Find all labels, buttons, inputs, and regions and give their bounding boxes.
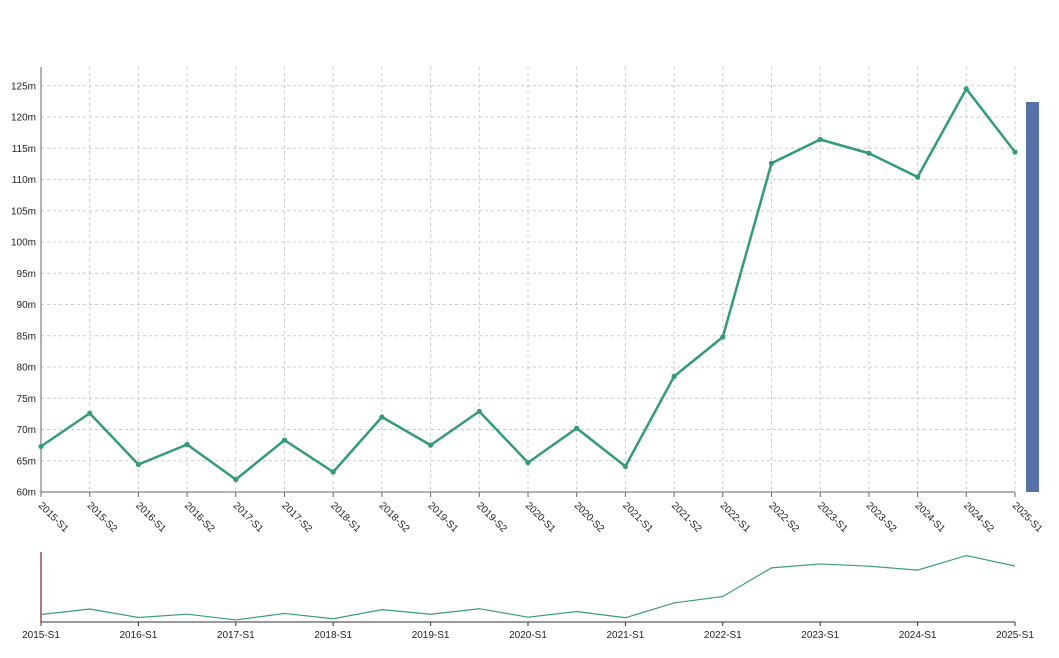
- y-tick-label: 60m: [17, 488, 36, 499]
- navigator-tick-label: 2024-S1: [899, 630, 937, 641]
- x-tick-label: 2019-S2: [474, 500, 509, 535]
- vertical-scrollbar[interactable]: [1026, 102, 1039, 492]
- grid: [40, 67, 1016, 492]
- data-point[interactable]: [963, 86, 969, 92]
- data-point[interactable]: [330, 469, 336, 475]
- data-point[interactable]: [87, 410, 93, 416]
- axes: [40, 67, 1016, 497]
- x-tick-label: 2015-S2: [85, 500, 120, 535]
- x-tick-label: 2024-S2: [961, 500, 996, 535]
- x-tick-label: 2022-S1: [718, 500, 753, 535]
- x-tick-label: 2021-S1: [620, 500, 655, 535]
- y-tick-label: 115m: [12, 144, 36, 155]
- x-tick-label: 2022-S2: [766, 500, 801, 535]
- data-point[interactable]: [476, 408, 482, 414]
- y-tick-label: 90m: [17, 300, 36, 311]
- x-tick-label: 2016-S1: [133, 500, 168, 535]
- y-tick-label: 80m: [17, 363, 36, 374]
- navigator-tick-label: 2023-S1: [801, 630, 839, 641]
- y-tick-label: 110m: [12, 175, 36, 186]
- navigator-tick-label: 2021-S1: [606, 630, 644, 641]
- data-point[interactable]: [38, 443, 44, 449]
- y-tick-label: 125m: [11, 81, 36, 92]
- data-point[interactable]: [379, 414, 385, 420]
- data-point[interactable]: [233, 476, 239, 483]
- data-point[interactable]: [574, 425, 580, 431]
- data-point[interactable]: [135, 461, 141, 468]
- data-point[interactable]: [525, 460, 531, 466]
- y-tick-label: 70m: [17, 425, 36, 436]
- x-tick-label: 2021-S2: [669, 500, 704, 535]
- navigator-tick-label: 2025-S1: [996, 630, 1034, 641]
- navigator-tick-label: 2019-S1: [412, 630, 450, 641]
- series-layer: [38, 86, 1018, 483]
- y-tick-label: 120m: [11, 113, 36, 124]
- data-point[interactable]: [915, 174, 921, 180]
- x-tick-label: 2025-S1: [1010, 500, 1045, 535]
- data-point[interactable]: [866, 150, 872, 156]
- data-point[interactable]: [768, 160, 775, 166]
- x-tick-label: 2017-S1: [231, 500, 266, 535]
- data-point[interactable]: [184, 441, 190, 448]
- navigator-tick-label: 2017-S1: [217, 630, 255, 641]
- x-tick-label: 2018-S1: [328, 500, 363, 535]
- y-tick-label: 85m: [17, 331, 36, 342]
- x-tick-label: 2023-S1: [815, 500, 850, 535]
- data-point[interactable]: [1012, 149, 1018, 155]
- x-tick-label: 2018-S2: [377, 500, 412, 535]
- data-point[interactable]: [817, 136, 823, 143]
- data-point[interactable]: [281, 437, 288, 443]
- y-tick-label: 105m: [11, 206, 36, 217]
- x-tick-label: 2017-S2: [279, 500, 314, 535]
- x-tick-label: 2019-S1: [425, 500, 460, 535]
- navigator-tick-label: 2018-S1: [314, 630, 352, 641]
- y-tick-label: 75m: [17, 394, 36, 405]
- y-tick-label: 100m: [11, 238, 36, 249]
- x-tick-label: 2023-S2: [864, 500, 899, 535]
- data-point[interactable]: [622, 463, 629, 469]
- y-axis-tick-labels: 60m 65m 70m 75m 80m 85m 90m 95m 100m 105m 110m 115m…: [11, 81, 36, 498]
- x-axis-tick-labels: 2015-S1 2015-S2 2016-S1 2016-S2 2017-S1 2017-…: [36, 500, 1045, 535]
- data-point[interactable]: [428, 442, 434, 448]
- x-tick-label: 2020-S1: [523, 500, 558, 535]
- y-tick-label: 95m: [17, 269, 36, 280]
- navigator-tick-label: 2020-S1: [509, 630, 547, 641]
- data-point[interactable]: [720, 334, 726, 340]
- data-point[interactable]: [671, 373, 677, 379]
- navigator-tick-label: 2022-S1: [704, 630, 742, 641]
- x-tick-label: 2024-S1: [912, 500, 947, 535]
- x-tick-label: 2016-S2: [182, 500, 217, 535]
- navigator-tick-label: 2015-S1: [22, 630, 60, 641]
- x-tick-label: 2015-S1: [36, 500, 71, 535]
- navigator-series-line: [40, 554, 1016, 621]
- y-tick-label: 65m: [17, 456, 36, 467]
- navigator-tick-label: 2016-S1: [119, 630, 157, 641]
- navigator[interactable]: 2015-S1 2016-S1 2017-S1 2018-S1 2019-S1 2020-…: [22, 552, 1034, 641]
- x-tick-label: 2020-S2: [572, 500, 607, 535]
